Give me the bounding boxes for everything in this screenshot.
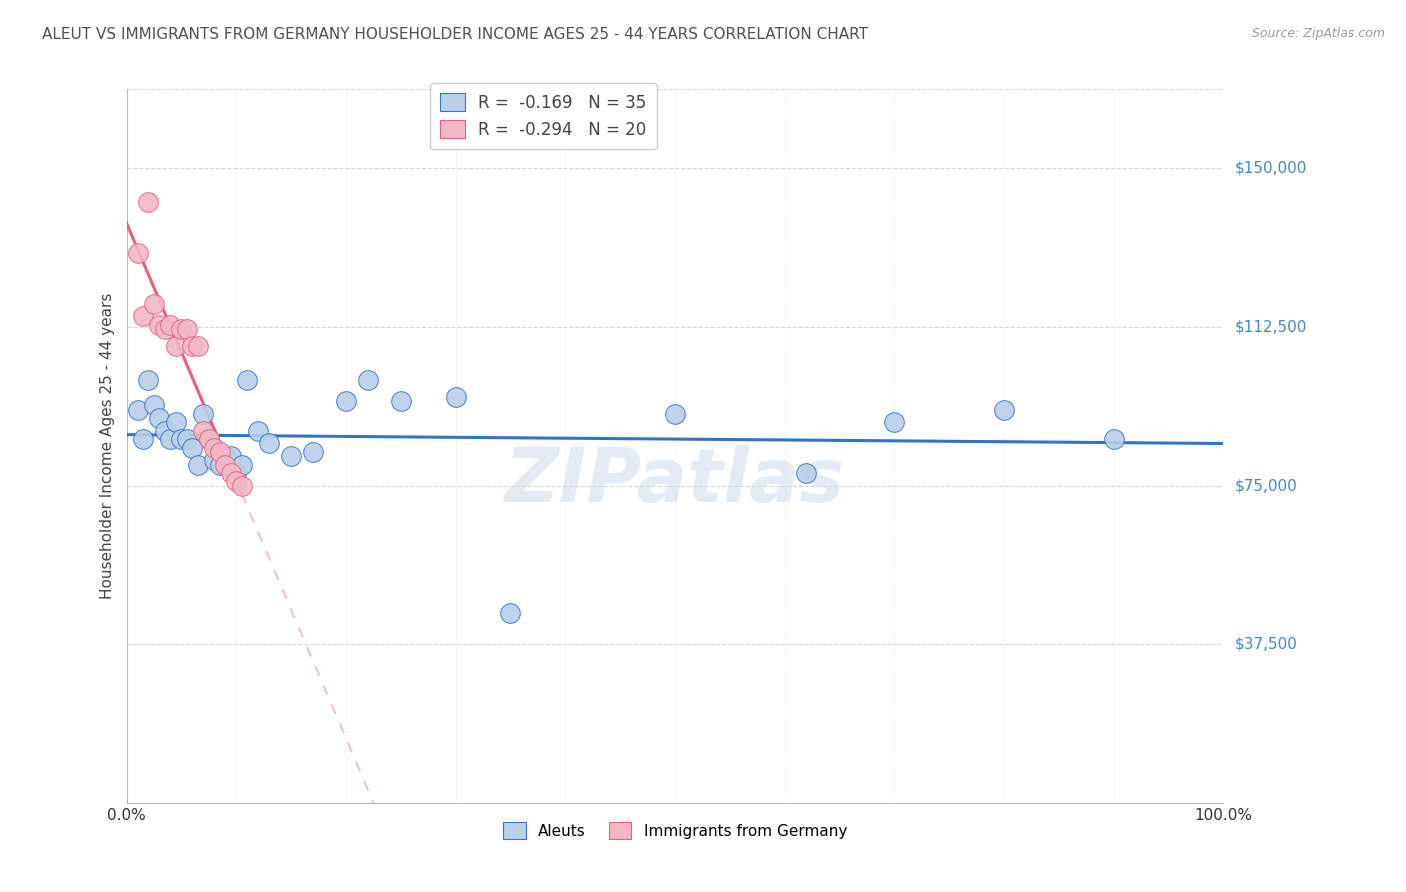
Point [159, 432, 181, 446]
Text: ALEUT VS IMMIGRANTS FROM GERMANY HOUSEHOLDER INCOME AGES 25 - 44 YEARS CORRELATI: ALEUT VS IMMIGRANTS FROM GERMANY HOUSEHO… [42, 27, 868, 42]
Point [499, 606, 522, 620]
Point [208, 458, 231, 472]
Point [389, 394, 412, 409]
Point [170, 322, 193, 336]
Point [193, 407, 215, 421]
Point [219, 449, 242, 463]
Text: ZIPatlas: ZIPatlas [505, 445, 845, 518]
Point [208, 445, 231, 459]
Point [187, 458, 209, 472]
Point [280, 449, 302, 463]
Point [176, 432, 198, 446]
Point [236, 373, 259, 387]
Point [357, 373, 380, 387]
Text: Source: ZipAtlas.com: Source: ZipAtlas.com [1251, 27, 1385, 40]
Text: $150,000: $150,000 [1234, 161, 1306, 176]
Point [231, 458, 253, 472]
Point [664, 407, 686, 421]
Point [132, 432, 155, 446]
Point [247, 424, 270, 438]
Point [993, 402, 1015, 417]
Point [132, 310, 155, 324]
Point [202, 441, 225, 455]
Point [302, 445, 325, 459]
Point [193, 424, 215, 438]
Point [127, 402, 149, 417]
Point [127, 246, 149, 260]
Point [197, 432, 219, 446]
Point [170, 432, 193, 446]
Y-axis label: Householder Income Ages 25 - 44 years: Householder Income Ages 25 - 44 years [100, 293, 115, 599]
Point [796, 466, 818, 480]
Text: $75,000: $75,000 [1234, 478, 1298, 493]
Point [148, 318, 170, 332]
Point [143, 297, 166, 311]
Point [257, 436, 280, 450]
Point [214, 449, 236, 463]
Point [202, 453, 225, 467]
Point [225, 466, 247, 480]
Point [159, 318, 181, 332]
Point [138, 373, 160, 387]
Point [335, 394, 357, 409]
Point [181, 441, 204, 455]
Point [138, 195, 160, 210]
Point [181, 339, 204, 353]
Point [1102, 432, 1125, 446]
Point [444, 390, 467, 404]
Point [143, 398, 166, 412]
Point [153, 322, 176, 336]
Point [153, 424, 176, 438]
Point [883, 415, 905, 429]
Text: $112,500: $112,500 [1234, 319, 1306, 334]
Point [165, 415, 187, 429]
Text: $37,500: $37,500 [1234, 637, 1298, 652]
Point [148, 411, 170, 425]
Point [214, 458, 236, 472]
Point [231, 478, 253, 492]
Legend: Aleuts, Immigrants from Germany: Aleuts, Immigrants from Germany [496, 816, 853, 845]
Point [219, 466, 242, 480]
Point [165, 339, 187, 353]
Point [225, 475, 247, 489]
Point [187, 339, 209, 353]
Point [176, 322, 198, 336]
Point [197, 432, 219, 446]
